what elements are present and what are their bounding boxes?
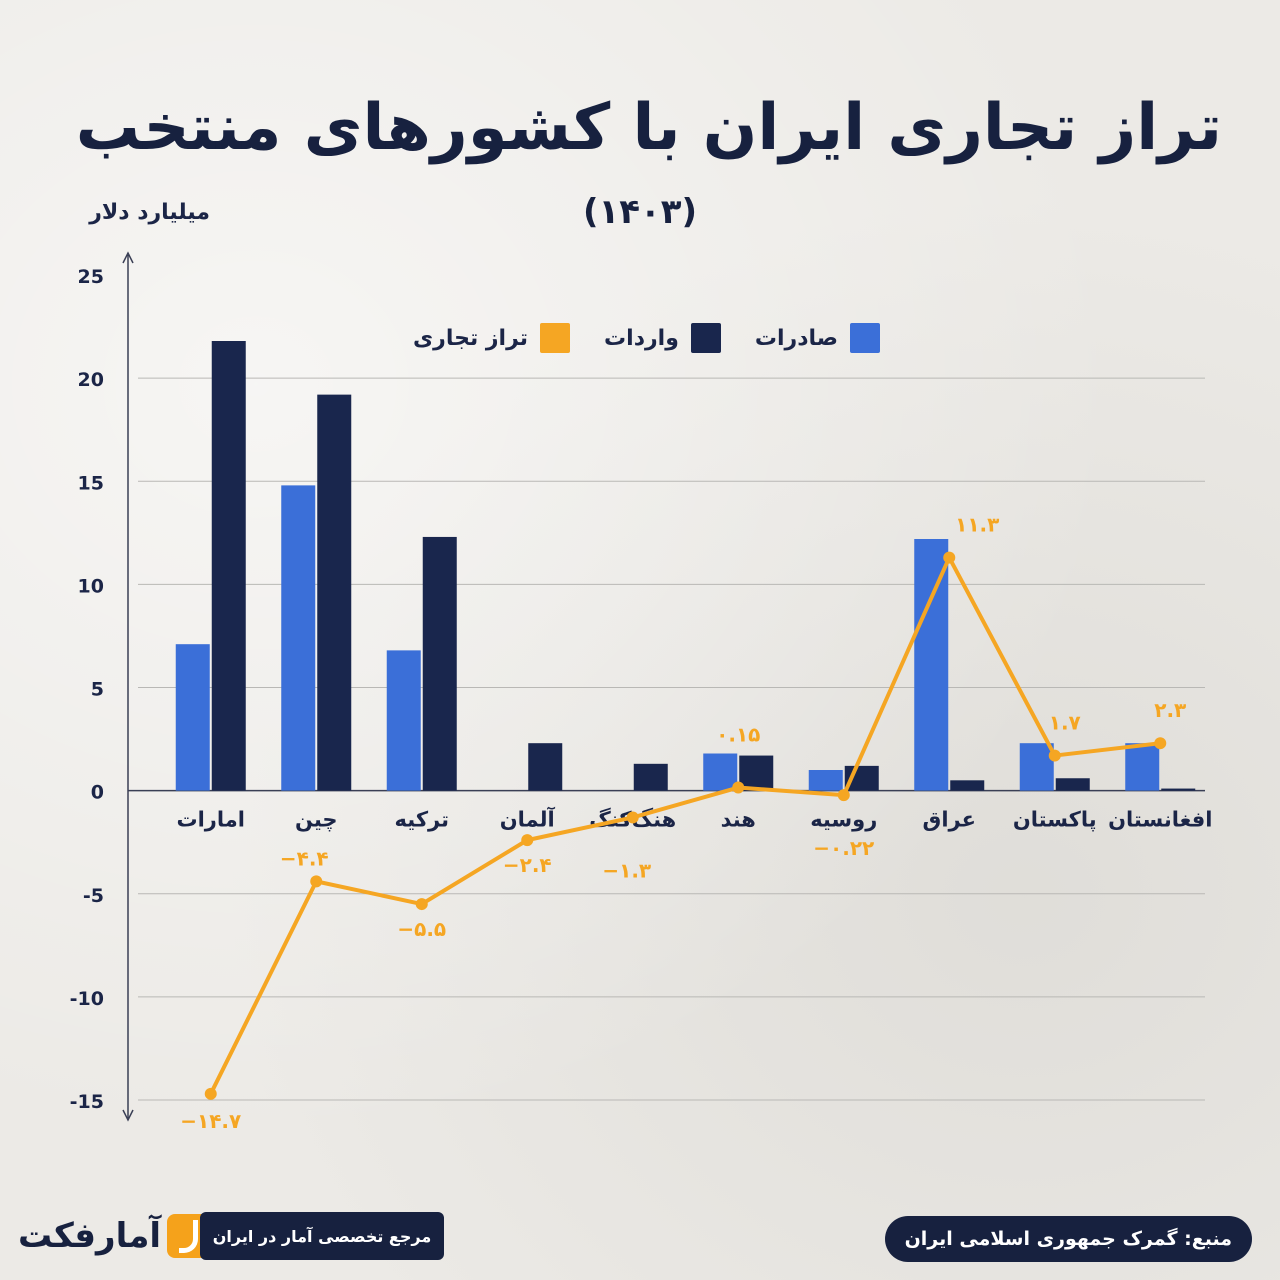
balance-point (626, 811, 639, 824)
balance-value-label: −۰.۲۲ (813, 836, 874, 860)
reference-badge: مرجع تخصصی آمار در ایران (200, 1212, 444, 1260)
y-axis-arrow-top (122, 251, 134, 264)
source-badge: منبع: گمرک جمهوری اسلامی ایران (884, 1216, 1252, 1262)
legend-item-balance: تراز تجاری (413, 323, 571, 353)
y-tick-label: 25 (78, 266, 104, 288)
legend-item-imports: واردات (604, 323, 721, 353)
x-tick-label: عراق (923, 808, 976, 832)
balance-value-label: −۱۴.۷ (180, 1109, 241, 1133)
brand-logo: آمارفکت (18, 1210, 212, 1262)
import-bar (633, 763, 668, 791)
balance-point (521, 834, 534, 847)
y-tick-label: 15 (78, 472, 104, 494)
balance-line (204, 551, 1167, 1100)
export-bar (808, 770, 843, 791)
y-tick-label: 0 (91, 782, 104, 804)
y-axis: 25 20 15 10 5 0 -5 -10 -15 (70, 251, 134, 1122)
balance-value-label: −۱.۳ (602, 858, 651, 882)
chart-title: تراز تجاری ایران با کشورهای منتخب (75, 91, 1222, 165)
import-bar (528, 743, 563, 791)
balance-value-label: −۵.۵ (397, 917, 446, 941)
y-tick-label: 5 (91, 679, 104, 701)
balance-polyline (208, 555, 1161, 1095)
export-bar (703, 753, 738, 791)
import-bar (1161, 788, 1196, 791)
chart-subtitle: (۱۴۰۳) (582, 192, 698, 232)
balance-labels: −۱۴.۷ −۴.۴ −۵.۵ −۲.۴ −۱.۳ ۰.۱۵ −۰.۲۲ ۱۱.۳ ۱.۷ ۲.۳ (180, 513, 1186, 1133)
import-bar (317, 394, 352, 791)
export-bar (386, 650, 421, 791)
legend-swatch-exports (850, 323, 880, 353)
export-bar (281, 485, 316, 791)
y-tick-label: -5 (83, 885, 104, 907)
export-bar (1125, 743, 1160, 791)
bars (175, 341, 1196, 791)
y-tick-label: 10 (78, 575, 104, 597)
balance-value-label: −۴.۴ (280, 846, 329, 870)
legend-label-imports: واردات (604, 325, 679, 351)
import-bar (1055, 778, 1090, 791)
balance-point (1048, 749, 1061, 762)
balance-point (732, 781, 745, 794)
x-tick-label: هند (721, 808, 756, 832)
export-bar (914, 539, 949, 791)
balance-point (310, 875, 323, 888)
legend-item-exports: صادرات (755, 323, 880, 353)
y-tick-label: 20 (78, 369, 104, 391)
import-bar (739, 755, 774, 791)
balance-value-label: ۱.۷ (1049, 711, 1081, 735)
balance-value-label: ۱۱.۳ (955, 513, 999, 537)
import-bar (950, 780, 985, 791)
legend-swatch-imports (690, 323, 721, 353)
logo-text: آمارفکت (18, 1216, 162, 1256)
x-tick-label: افغانستان (1108, 808, 1212, 832)
balance-point (204, 1087, 217, 1100)
y-tick-label: -10 (70, 988, 104, 1010)
y-tick-label: -15 (70, 1091, 104, 1113)
export-bar (1019, 743, 1054, 791)
import-bar (211, 341, 246, 791)
legend: صادرات واردات تراز تجاری (400, 318, 880, 358)
legend-label-balance: تراز تجاری (413, 325, 529, 351)
balance-value-label: −۲.۴ (503, 853, 552, 877)
x-tick-label: پاکستان (1013, 808, 1097, 832)
legend-swatch-balance (540, 323, 571, 353)
balance-point (415, 898, 428, 911)
export-bar (175, 644, 210, 791)
balance-value-label: ۰.۱۵ (716, 723, 760, 747)
y-axis-unit-label: میلیارد دلار (89, 200, 210, 225)
x-tick-label: امارات (177, 808, 245, 832)
x-tick-label: آلمان (500, 807, 556, 832)
balance-point (1154, 737, 1167, 750)
balance-value-label: ۲.۳ (1154, 698, 1186, 722)
legend-label-exports: صادرات (754, 325, 838, 351)
y-axis-arrow-bottom (122, 1109, 134, 1122)
x-tick-label: چین (295, 808, 338, 832)
x-tick-label: ترکیه (395, 808, 449, 832)
x-axis-labels: اماراتچینترکیهآلمانهنگ‌کنگهندروسیهعراقپا… (177, 807, 1213, 832)
x-tick-label: روسیه (810, 808, 877, 832)
import-bar (422, 536, 457, 791)
balance-point (837, 789, 850, 802)
balance-point (943, 551, 956, 564)
